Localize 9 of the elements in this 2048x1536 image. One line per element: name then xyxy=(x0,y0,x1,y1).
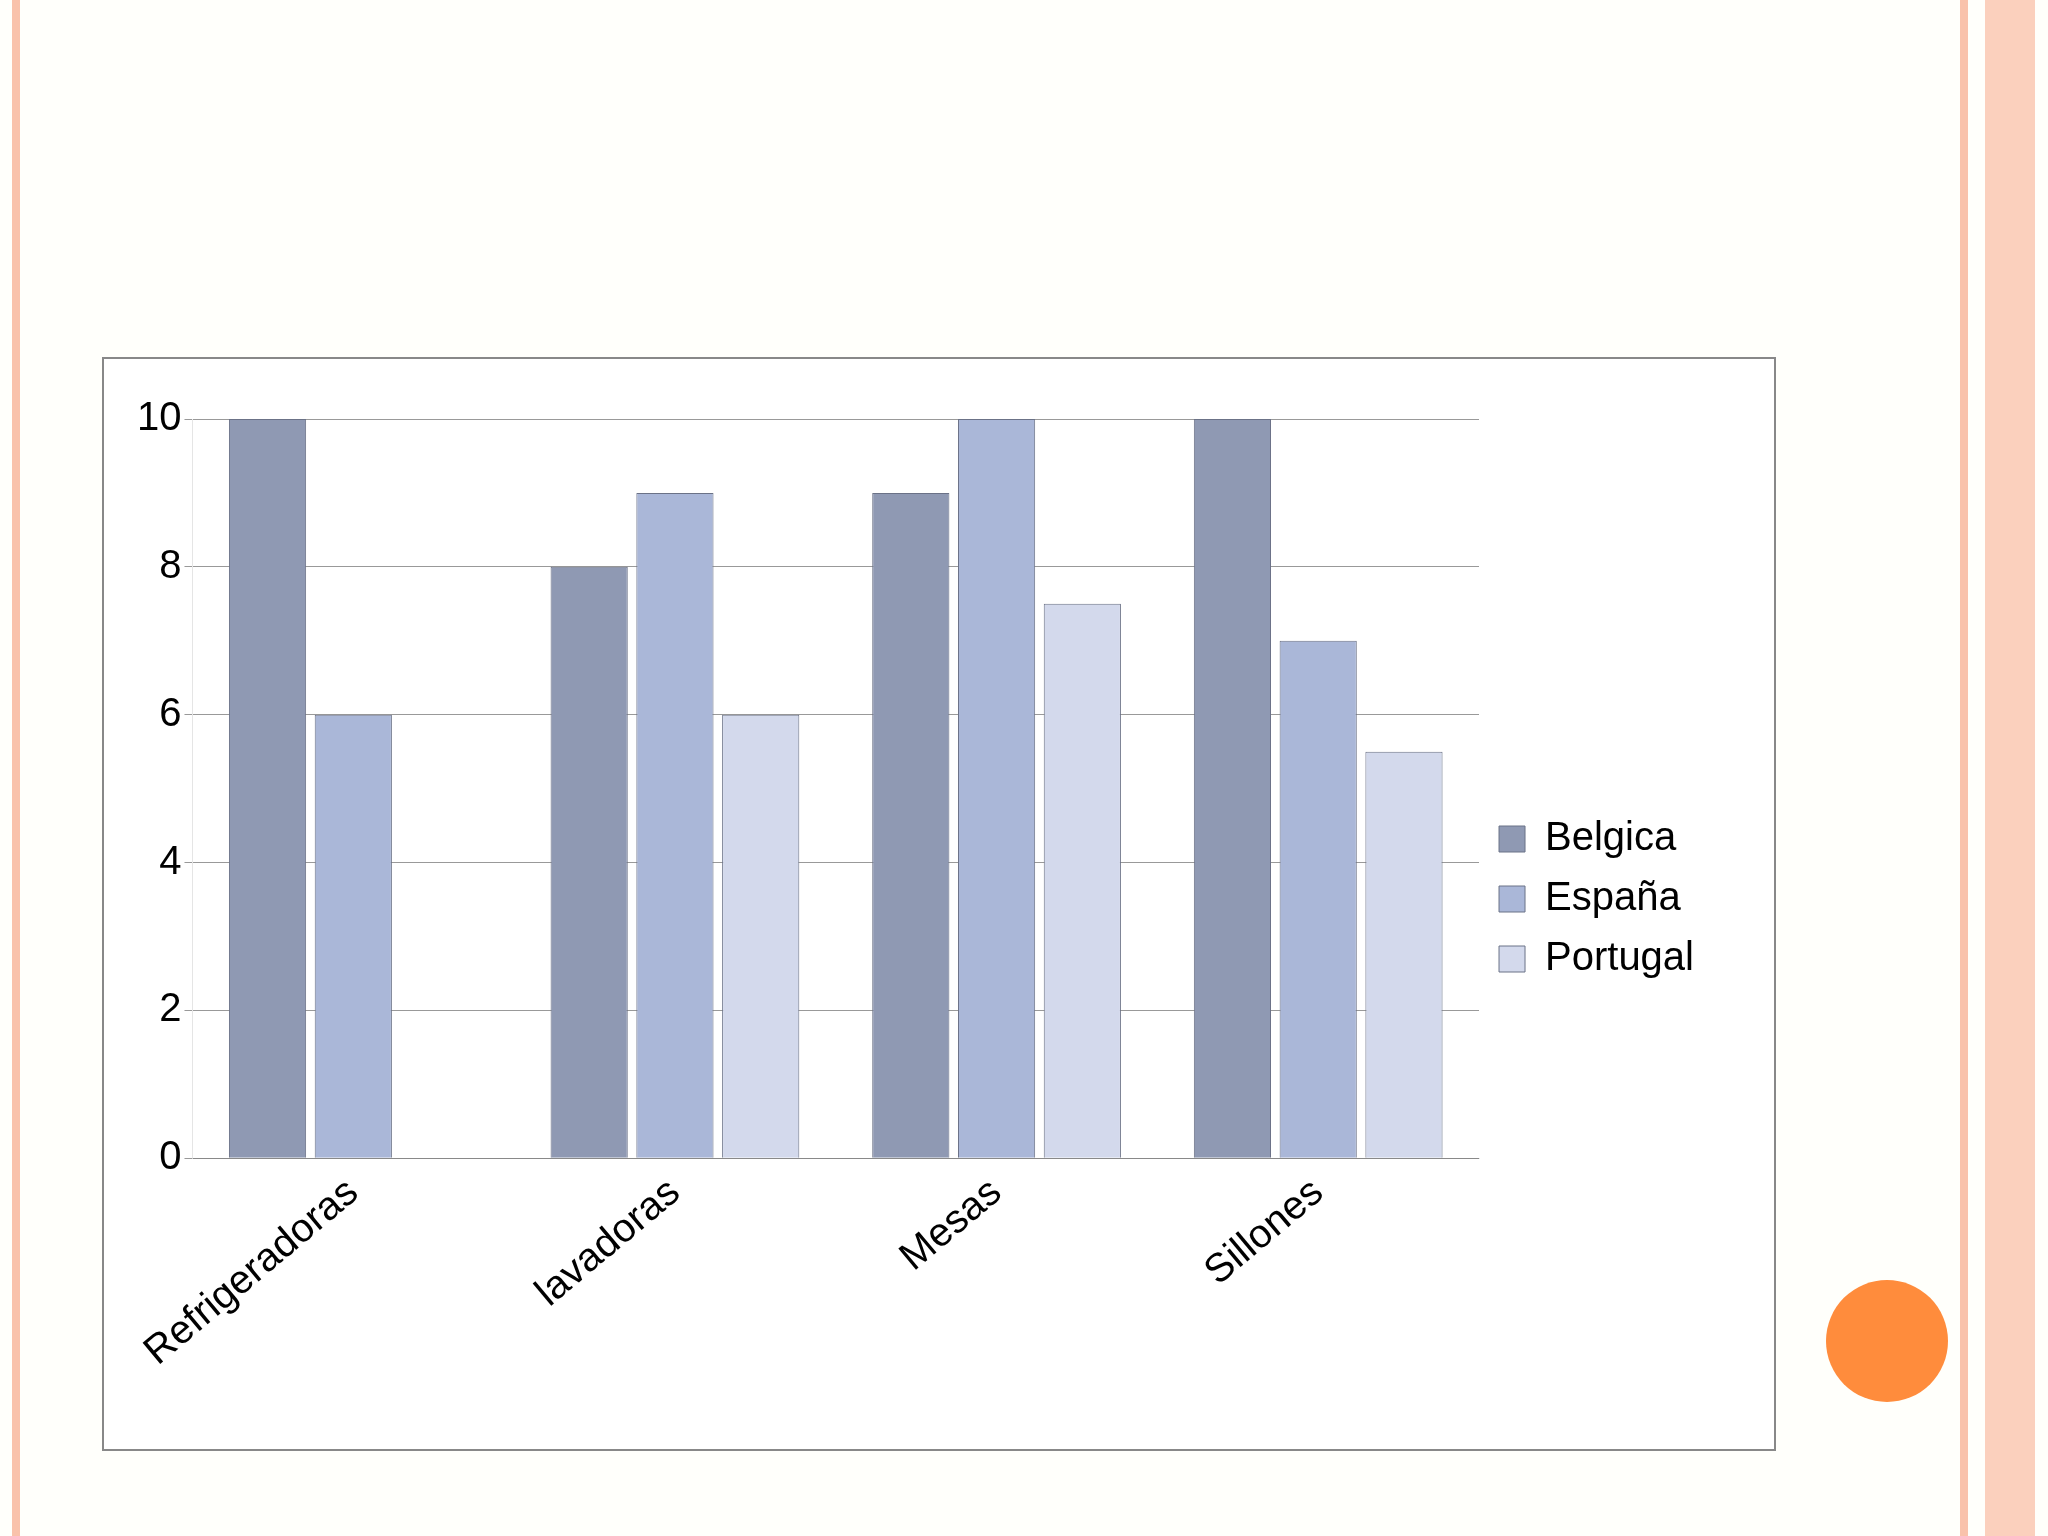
legend-label: España xyxy=(1545,874,1682,919)
y-tick-label: 10 xyxy=(136,394,182,439)
y-tick-label: 6 xyxy=(159,689,182,734)
legend-label: Portugal xyxy=(1545,934,1694,979)
legend-label: Belgica xyxy=(1545,814,1677,859)
y-tick-label: 4 xyxy=(159,837,182,882)
y-tick-label: 8 xyxy=(159,541,182,586)
y-tick-label: 0 xyxy=(159,1133,182,1178)
y-tick-label: 2 xyxy=(159,985,182,1030)
